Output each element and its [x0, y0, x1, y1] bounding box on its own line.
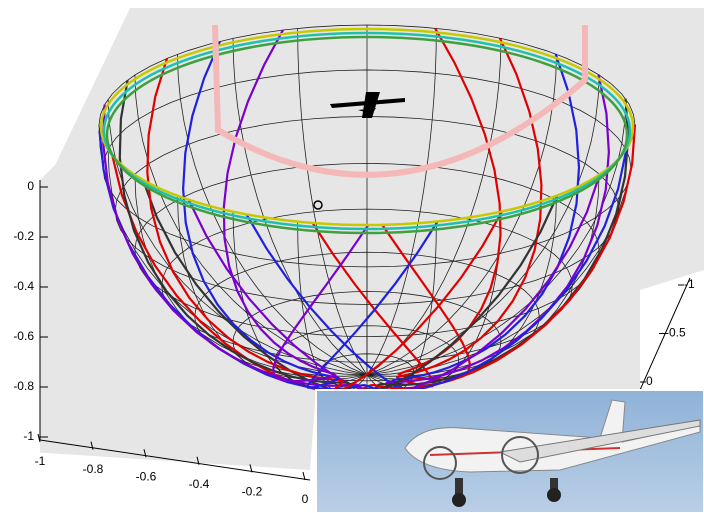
y-tick-label: -0.5 — [665, 326, 686, 340]
chart: 0-0.2-0.4-0.6-0.8-1-1-0.8-0.6-0.4-0.20-1… — [0, 0, 704, 513]
x-tick-label: -0.6 — [136, 469, 157, 483]
x-tick-label: 0 — [302, 492, 309, 506]
x-tick-label: -0.8 — [83, 462, 104, 476]
z-tick-label: -1 — [23, 429, 34, 443]
z-tick-label: -0.4 — [13, 279, 34, 293]
z-tick-label: -0.6 — [13, 329, 34, 343]
z-tick-label: -0.8 — [13, 379, 34, 393]
x-tick-label: -0.4 — [189, 477, 210, 491]
x-tick-label: -0.2 — [242, 485, 263, 499]
z-tick-label: 0 — [27, 179, 34, 193]
z-tick-label: -0.2 — [13, 229, 34, 243]
y-tick-label: -1 — [684, 277, 695, 291]
x-tick-label: -1 — [35, 454, 46, 468]
y-tick-label: 0 — [646, 374, 653, 388]
aircraft-photo — [316, 390, 704, 513]
